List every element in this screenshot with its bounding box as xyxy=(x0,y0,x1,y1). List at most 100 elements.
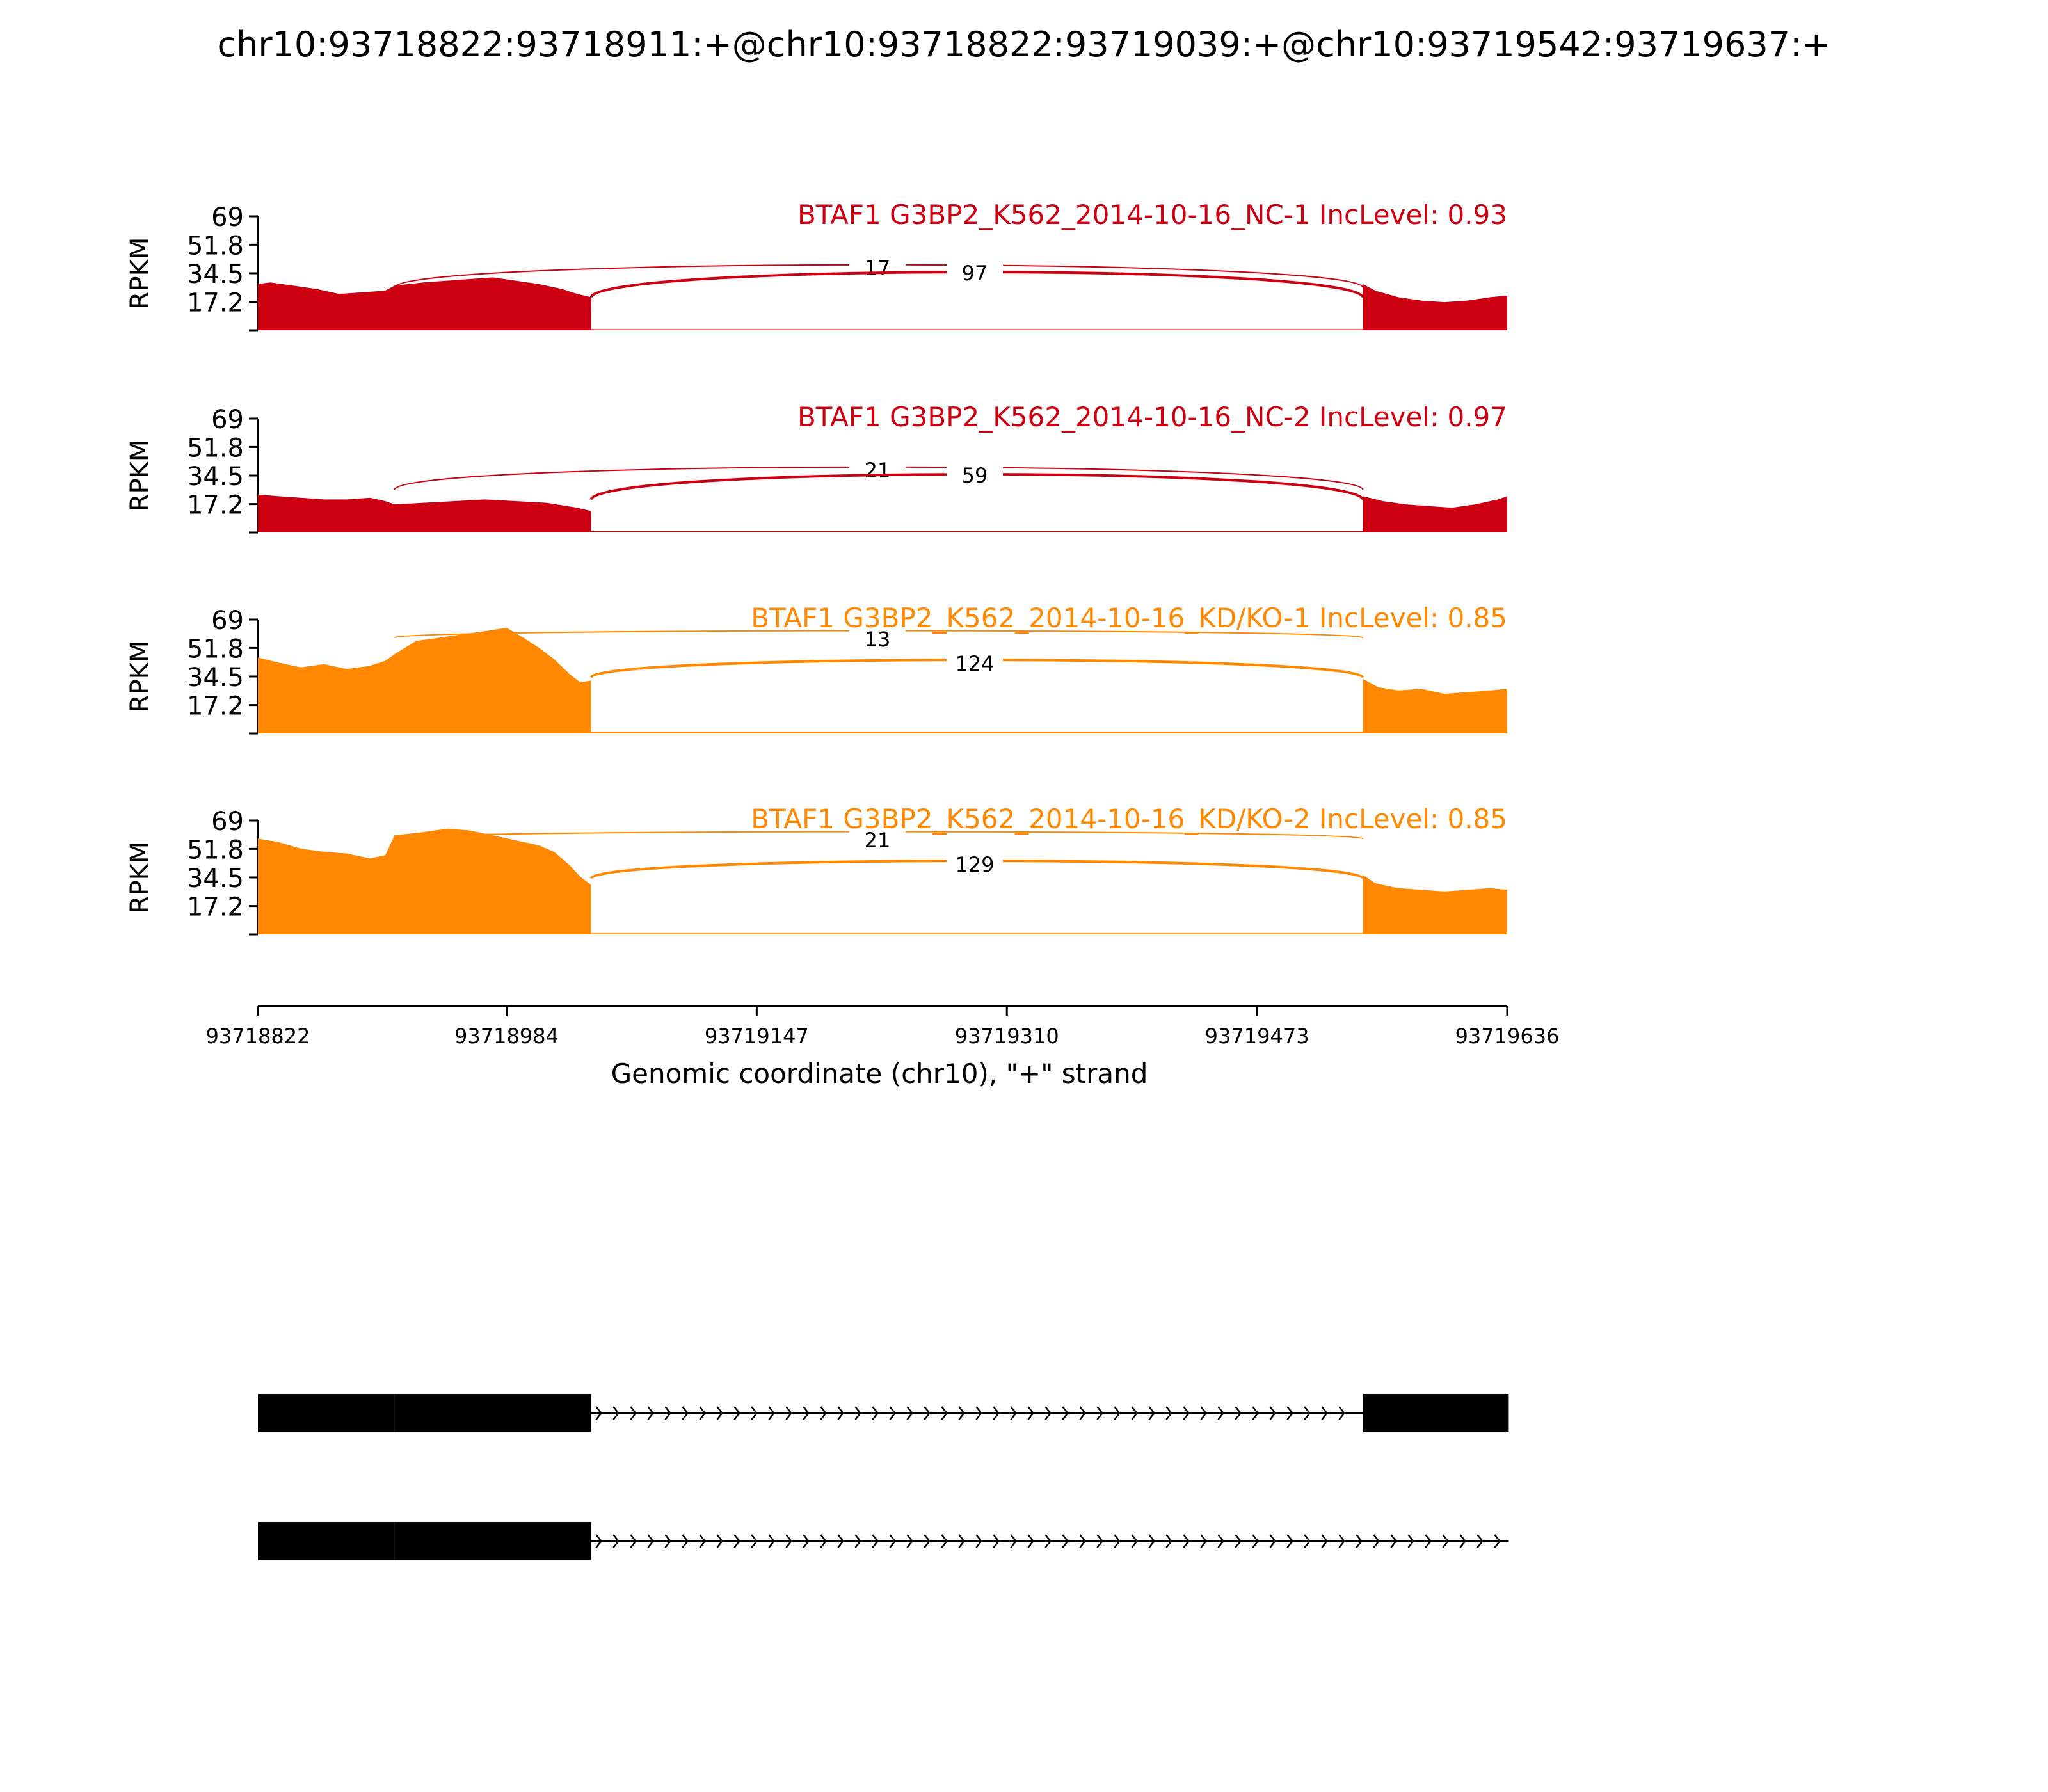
junction-count-bg xyxy=(947,854,1003,878)
y-tick-label: 69 xyxy=(211,807,244,836)
strand-arrow xyxy=(958,1534,965,1548)
strand-arrow xyxy=(1304,1534,1311,1548)
panel-label: BTAF1 G3BP2_K562_2014-10-16_NC-1 IncLeve… xyxy=(797,199,1507,230)
strand-arrow xyxy=(1252,1534,1259,1548)
strand-arrow xyxy=(906,1534,913,1548)
coverage-area-intron xyxy=(591,933,1363,934)
strand-arrow xyxy=(1235,1406,1242,1420)
strand-arrow xyxy=(1373,1534,1380,1548)
strand-arrow xyxy=(1269,1406,1276,1420)
strand-arrow xyxy=(889,1534,896,1548)
strand-arrow xyxy=(906,1406,913,1420)
x-tick-label: 93719147 xyxy=(705,1024,809,1048)
y-tick-label: 34.5 xyxy=(187,462,244,492)
strand-arrow xyxy=(1062,1406,1069,1420)
x-tick-label: 93718984 xyxy=(454,1024,559,1048)
panel-label: BTAF1 G3BP2_K562_2014-10-16_KD/KO-1 IncL… xyxy=(751,602,1507,634)
strand-arrow xyxy=(975,1406,982,1420)
strand-arrow xyxy=(1096,1406,1103,1420)
coverage-area-exon1 xyxy=(258,494,591,532)
strand-arrow xyxy=(664,1406,671,1420)
strand-arrow xyxy=(1044,1406,1052,1420)
gene-model-1 xyxy=(258,1394,1509,1432)
junction-count: 17 xyxy=(865,256,891,280)
coverage-area-exon3 xyxy=(1363,875,1507,934)
junction-count: 124 xyxy=(955,652,994,676)
junction-count: 129 xyxy=(955,852,994,877)
coverage-area-intron xyxy=(591,329,1363,330)
coverage-area-exon1 xyxy=(258,277,591,330)
x-tick-label: 93718822 xyxy=(206,1024,310,1048)
exon-block xyxy=(394,1394,591,1432)
strand-arrow xyxy=(1286,1534,1293,1548)
coverage-area-intron xyxy=(591,531,1363,532)
x-axis-label: Genomic coordinate (chr10), "+" strand xyxy=(611,1058,1148,1089)
strand-arrow xyxy=(820,1534,827,1548)
strand-arrow xyxy=(1407,1534,1414,1548)
strand-arrow xyxy=(1027,1406,1034,1420)
strand-arrow xyxy=(1442,1534,1449,1548)
y-tick-label: 17.2 xyxy=(187,289,244,318)
strand-arrow xyxy=(1286,1406,1293,1420)
y-axis-label: RPKM xyxy=(125,237,155,310)
strand-arrow xyxy=(716,1534,723,1548)
exon-block xyxy=(1363,1394,1509,1432)
strand-arrow xyxy=(993,1406,1000,1420)
strand-arrow xyxy=(1321,1406,1328,1420)
strand-arrow xyxy=(733,1534,740,1548)
strand-arrow xyxy=(975,1534,982,1548)
strand-arrow xyxy=(699,1406,706,1420)
strand-arrow xyxy=(1338,1534,1345,1548)
y-tick-label: 69 xyxy=(211,405,244,435)
strand-arrow xyxy=(1390,1534,1397,1548)
strand-arrow xyxy=(1010,1406,1017,1420)
coverage-area-exon1 xyxy=(258,828,591,934)
strand-arrow xyxy=(837,1534,844,1548)
exon-block xyxy=(394,1522,591,1560)
panel-label: BTAF1 G3BP2_K562_2014-10-16_KD/KO-2 IncL… xyxy=(751,803,1507,835)
strand-arrow xyxy=(854,1534,861,1548)
strand-arrow xyxy=(1476,1534,1484,1548)
x-axis: 93718822 93718984 93719147 93719310 93719473… xyxy=(206,1005,1559,1089)
junction-count-bg xyxy=(947,262,1003,287)
strand-arrow xyxy=(699,1534,706,1548)
strand-arrow xyxy=(1200,1406,1207,1420)
strand-arrow xyxy=(820,1406,827,1420)
coverage-area-exon1 xyxy=(258,627,591,733)
strand-arrow xyxy=(785,1406,792,1420)
strand-arrow xyxy=(682,1406,689,1420)
strand-arrow xyxy=(1425,1534,1432,1548)
coverage-area-exon3 xyxy=(1363,496,1507,532)
strand-arrow xyxy=(872,1406,879,1420)
y-tick-label: 17.2 xyxy=(187,491,244,520)
strand-arrow xyxy=(595,1534,602,1548)
strand-arrow xyxy=(993,1534,1000,1548)
strand-arrow xyxy=(630,1406,637,1420)
strand-arrow xyxy=(647,1406,654,1420)
strand-arrow xyxy=(1131,1534,1138,1548)
strand-arrow xyxy=(716,1406,723,1420)
strand-arrow xyxy=(664,1534,671,1548)
strand-arrow xyxy=(1494,1534,1501,1548)
y-tick-label: 34.5 xyxy=(187,864,244,893)
strand-arrow xyxy=(768,1406,775,1420)
strand-arrow xyxy=(958,1406,965,1420)
strand-arrow xyxy=(1079,1534,1086,1548)
strand-arrow xyxy=(1200,1534,1207,1548)
strand-arrow xyxy=(1356,1534,1363,1548)
junction-count-bg xyxy=(849,628,906,653)
strand-arrow xyxy=(1165,1534,1172,1548)
junction-count: 59 xyxy=(962,463,988,488)
junction-count: 97 xyxy=(962,261,988,285)
panel-label: BTAF1 G3BP2_K562_2014-10-16_NC-2 IncLeve… xyxy=(797,401,1507,433)
strand-arrow xyxy=(803,1534,810,1548)
strand-arrow xyxy=(1114,1534,1121,1548)
strand-arrow xyxy=(647,1534,654,1548)
strand-arrow xyxy=(1338,1406,1345,1420)
strand-arrow xyxy=(1217,1406,1224,1420)
